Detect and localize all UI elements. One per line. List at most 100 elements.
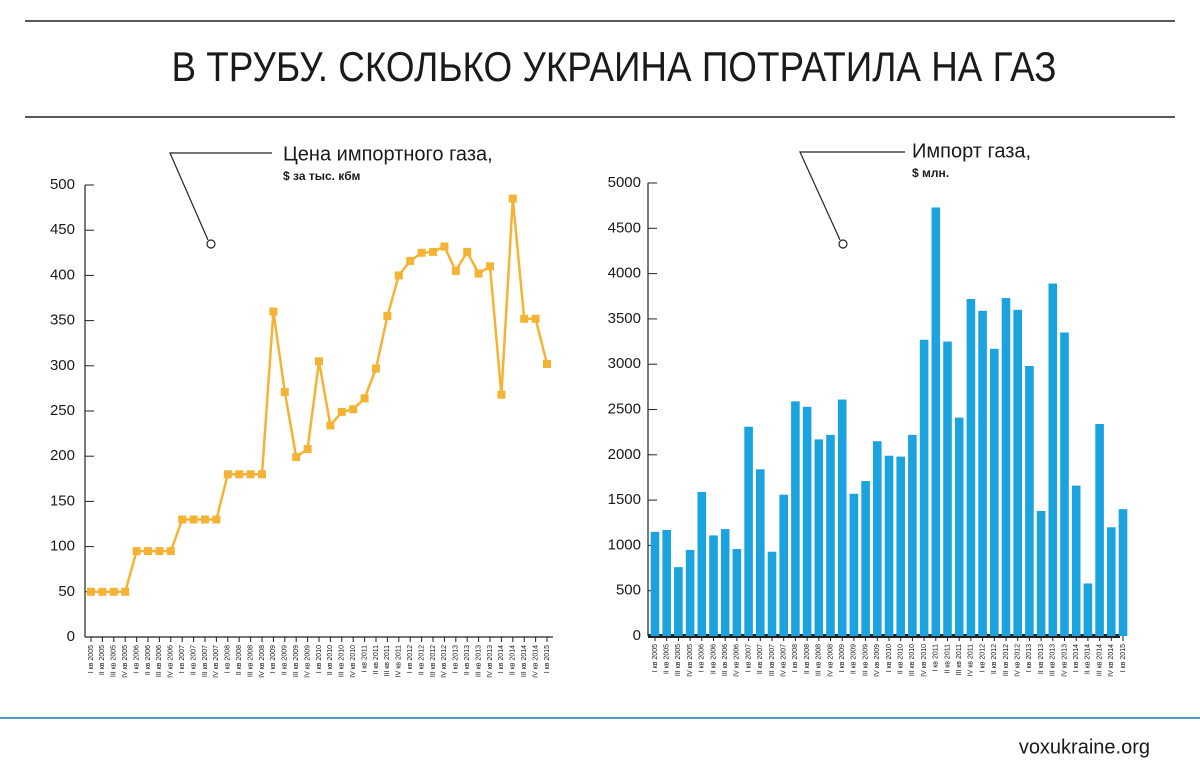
bar xyxy=(978,310,987,636)
point xyxy=(372,364,380,373)
bar xyxy=(943,341,952,636)
x-tick-label: I кв 2010 xyxy=(316,645,323,673)
x-tick-label: II кв 2011 xyxy=(373,645,380,675)
x-tick-label: II кв 2011 xyxy=(944,644,951,674)
x-tick-label: II кв 2005 xyxy=(664,644,671,674)
point xyxy=(201,515,209,524)
x-tick-label: III кв 2007 xyxy=(202,645,209,677)
bar xyxy=(990,348,999,636)
x-tick-label: II кв 2014 xyxy=(510,645,517,675)
point xyxy=(269,307,278,316)
x-tick-label: IV кв 2010 xyxy=(350,645,357,678)
x-tick-label: III кв 2011 xyxy=(956,644,963,676)
x-tick-label: IV кв 2009 xyxy=(874,644,881,677)
y-tick-label: 0 xyxy=(633,627,641,644)
x-tick-label: II кв 2012 xyxy=(991,644,998,674)
x-tick-label: III кв 2013 xyxy=(1050,644,1057,676)
point xyxy=(223,470,232,479)
x-tick-label: II кв 2013 xyxy=(1038,644,1045,674)
x-tick-label: I кв 2005 xyxy=(88,645,95,673)
bar xyxy=(662,529,671,636)
bar xyxy=(896,456,905,636)
point xyxy=(531,314,540,323)
bar xyxy=(674,567,683,636)
x-tick-label: IV кв 2013 xyxy=(1061,644,1068,677)
point xyxy=(178,515,187,524)
point xyxy=(440,242,449,251)
x-tick-label: III кв 2011 xyxy=(384,645,391,677)
x-tick-label: IV кв 2011 xyxy=(968,644,975,676)
x-tick-label: III кв 2008 xyxy=(816,644,823,676)
x-tick-label: II кв 2005 xyxy=(99,645,106,675)
x-tick-label: IV кв 2010 xyxy=(921,644,928,677)
point xyxy=(543,359,551,368)
x-tick-label: I кв 2014 xyxy=(498,645,505,673)
point xyxy=(429,247,437,256)
x-tick-label: IV кв 2012 xyxy=(441,645,448,678)
point xyxy=(280,388,289,397)
x-tick-label: IV кв 2006 xyxy=(734,644,741,677)
y-tick-label: 2000 xyxy=(608,446,641,463)
bar xyxy=(650,531,660,636)
x-tick-label: IV кв 2014 xyxy=(1108,644,1115,677)
x-tick-label: IV кв 2006 xyxy=(168,645,175,678)
point xyxy=(166,547,175,556)
x-tick-label: I кв 2010 xyxy=(886,644,893,672)
bar xyxy=(1048,283,1058,636)
x-tick-label: III кв 2012 xyxy=(1003,644,1010,676)
bar xyxy=(1107,527,1116,636)
bar xyxy=(908,434,917,636)
y-tick-label: 5000 xyxy=(608,174,641,191)
y-tick-label: 1000 xyxy=(608,536,641,553)
x-tick-label: IV кв 2007 xyxy=(781,644,788,677)
y-tick-label: 0 xyxy=(67,628,75,645)
x-tick-label: IV кв 2008 xyxy=(259,645,266,678)
x-tick-label: III кв 2009 xyxy=(862,644,869,676)
point xyxy=(121,587,130,596)
x-tick-label: III кв 2008 xyxy=(247,645,254,677)
x-tick-label: II кв 2008 xyxy=(804,644,811,674)
bar xyxy=(779,494,788,636)
x-tick-label: IV кв 2007 xyxy=(213,645,220,678)
y-tick-label: 50 xyxy=(58,583,75,600)
bar xyxy=(931,207,941,636)
x-tick-label: III кв 2010 xyxy=(339,645,346,677)
x-tick-label: II кв 2007 xyxy=(757,644,764,674)
point xyxy=(212,515,221,524)
bar xyxy=(1083,583,1093,636)
point xyxy=(360,394,369,403)
point xyxy=(303,444,312,453)
point xyxy=(315,357,323,366)
x-tick-label: III кв 2009 xyxy=(293,645,300,677)
x-tick-label: II кв 2012 xyxy=(418,645,425,675)
point xyxy=(417,248,426,257)
x-tick-label: III кв 2010 xyxy=(909,644,916,676)
y-tick-label: 1500 xyxy=(608,491,641,508)
bar xyxy=(720,529,730,636)
x-tick-label: II кв 2009 xyxy=(851,644,858,674)
x-tick-label: IV кв 2014 xyxy=(532,645,539,678)
y-tick-label: 350 xyxy=(50,312,75,329)
x-tick-label: II кв 2009 xyxy=(282,645,289,675)
bar xyxy=(966,298,976,636)
x-tick-label: I кв 2011 xyxy=(361,645,368,673)
x-tick-label: III кв 2006 xyxy=(156,645,163,677)
y-tick-label: 4500 xyxy=(608,219,641,236)
x-tick-label: III кв 2005 xyxy=(111,645,118,677)
point xyxy=(463,247,472,256)
point xyxy=(258,470,266,479)
x-tick-label: IV кв 2011 xyxy=(396,645,403,677)
bar xyxy=(826,434,835,636)
x-tick-label: III кв 2012 xyxy=(430,645,437,677)
y-tick-label: 2500 xyxy=(608,400,641,417)
y-tick-label: 500 xyxy=(50,176,75,193)
x-tick-label: III кв 2014 xyxy=(1096,644,1103,676)
x-tick-label: IV кв 2008 xyxy=(827,644,834,677)
annotation: Цена импортного газа, xyxy=(283,143,493,165)
x-tick-label: II кв 2007 xyxy=(190,645,197,675)
bar xyxy=(884,455,894,636)
point xyxy=(132,547,141,556)
point xyxy=(508,194,517,203)
bar xyxy=(814,439,824,636)
bar xyxy=(954,417,964,636)
